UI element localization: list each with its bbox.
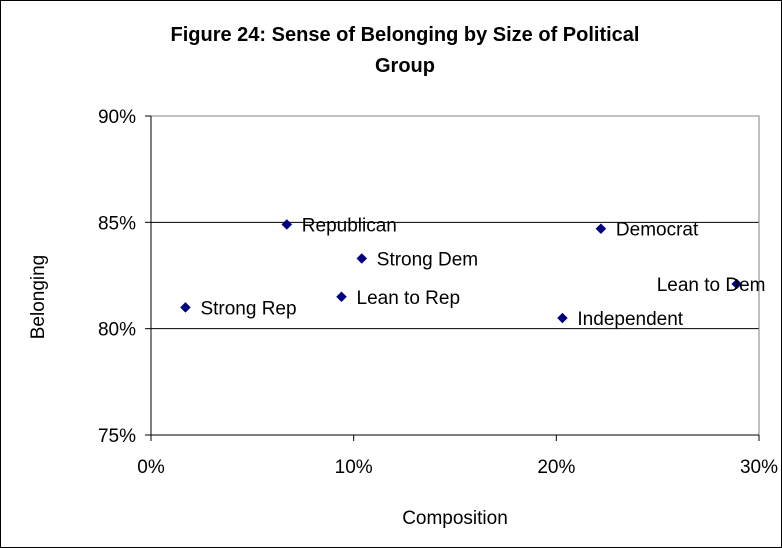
- data-point-marker: [356, 253, 368, 264]
- y-tick-label: 85%: [98, 213, 136, 234]
- gridlines: [151, 221, 759, 330]
- data-point-label: Independent: [577, 309, 683, 330]
- data-point-marker: [595, 223, 607, 235]
- data-point-label: Strong Dem: [377, 249, 478, 270]
- y-tick-label: 75%: [98, 426, 136, 447]
- chart-title-line-1: Figure 24: Sense of Belonging by Size of…: [171, 24, 640, 46]
- data-point-marker: [731, 278, 743, 290]
- chart-title-line-2: Group: [375, 55, 435, 77]
- x-tick-label: 10%: [335, 457, 373, 478]
- tick-labels: 75% 80% 85% 90% 0% 10% 20% 30%: [98, 107, 778, 478]
- y-axis-label: Belonging: [28, 255, 49, 340]
- data-point-marker: [557, 312, 568, 324]
- y-tick-label: 90%: [98, 107, 136, 128]
- data-point-marker: [281, 219, 293, 230]
- chart-title: Figure 24: Sense of Belonging by Size of…: [171, 24, 640, 77]
- x-axis-label: Composition: [402, 508, 508, 529]
- data-point-label: Strong Rep: [200, 298, 296, 319]
- data-point-label: Lean to Rep: [357, 288, 461, 309]
- data-point-label: Lean to Dem: [657, 275, 766, 296]
- data-point-marker: [180, 302, 191, 313]
- x-tick-label: 0%: [137, 457, 165, 478]
- axes: [145, 115, 760, 441]
- data-point-label: Republican: [302, 215, 397, 236]
- data-point-marker: [336, 291, 347, 303]
- data-point-label: Democrat: [616, 220, 699, 241]
- data-points: Strong Rep Republican Lean to Rep Strong De…: [180, 215, 766, 330]
- x-tick-label: 20%: [537, 457, 575, 478]
- x-tick-label: 30%: [740, 457, 778, 478]
- y-tick-label: 80%: [98, 320, 136, 341]
